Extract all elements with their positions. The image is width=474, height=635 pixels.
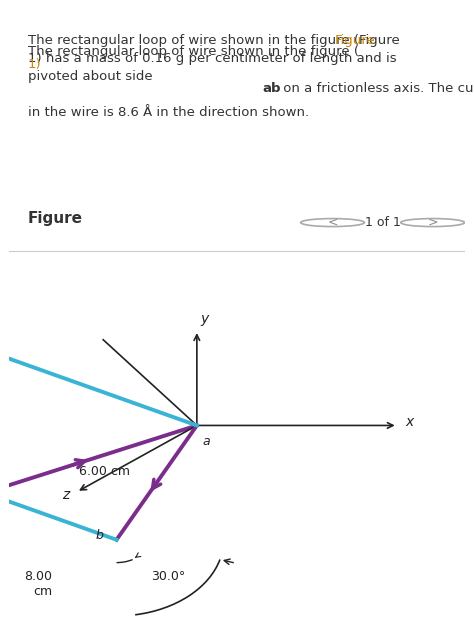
Text: Figure: Figure xyxy=(27,211,82,226)
Text: The rectangular loop of wire shown in the figure (: The rectangular loop of wire shown in th… xyxy=(27,44,359,58)
Text: 6.00 cm: 6.00 cm xyxy=(79,465,130,478)
Text: The rectangular loop of wire shown in the figure (Figure
1) has a mass of 0.16 g: The rectangular loop of wire shown in th… xyxy=(27,34,400,83)
Text: 8.00
cm: 8.00 cm xyxy=(24,570,52,598)
Text: Figure: Figure xyxy=(335,34,375,47)
Text: on a frictionless axis. The current: on a frictionless axis. The current xyxy=(279,82,474,95)
Text: 1 of 1: 1 of 1 xyxy=(365,216,401,229)
Text: a: a xyxy=(202,435,210,448)
Text: x: x xyxy=(406,415,414,429)
Text: in the wire is 8.6 Å in the direction shown.: in the wire is 8.6 Å in the direction sh… xyxy=(27,106,309,119)
Text: 1): 1) xyxy=(27,58,41,71)
Text: 30.0°: 30.0° xyxy=(151,570,186,583)
Text: The rectangular loop of wire shown in the figure (: The rectangular loop of wire shown in th… xyxy=(27,44,359,58)
Text: b: b xyxy=(95,530,103,542)
Text: <: < xyxy=(328,216,338,229)
Text: >: > xyxy=(428,216,438,229)
Text: y: y xyxy=(201,312,209,326)
Text: ab: ab xyxy=(262,82,281,95)
Text: z: z xyxy=(63,488,70,502)
